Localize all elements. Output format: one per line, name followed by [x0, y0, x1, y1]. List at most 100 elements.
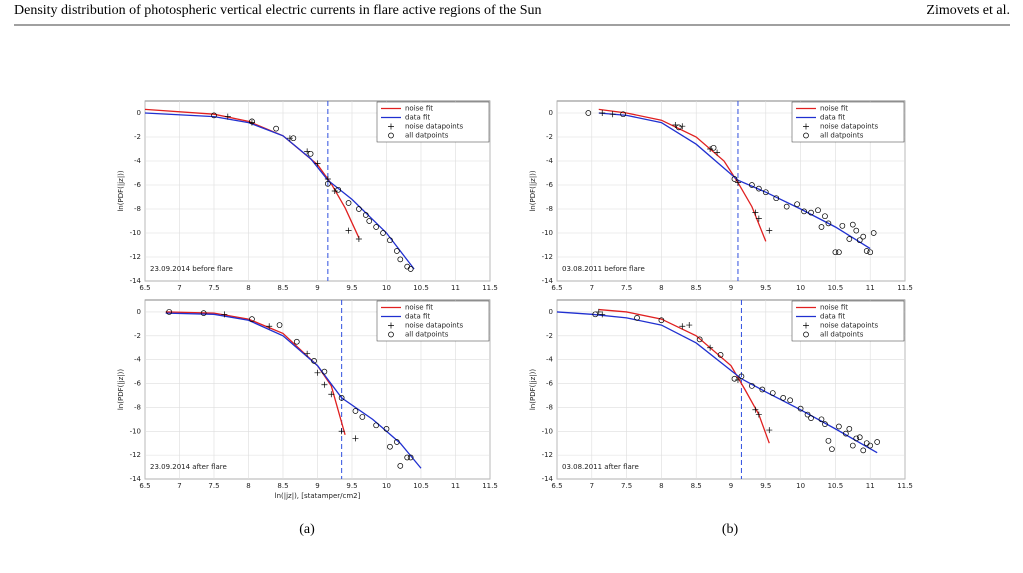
x-tick-label: 11.5	[897, 284, 913, 292]
caption: (a)	[299, 522, 315, 537]
data-point	[307, 150, 314, 157]
x-tick-label: 11.5	[482, 482, 498, 490]
data-point	[759, 386, 766, 393]
data-point	[797, 405, 804, 412]
data-point	[794, 201, 800, 208]
noise-point	[304, 350, 311, 357]
data-point	[585, 110, 592, 116]
x-tick-label: 10.5	[828, 482, 844, 490]
noise-point	[338, 428, 345, 435]
legend-label: all datpoints	[820, 132, 864, 140]
x-tick-label: 8	[659, 284, 663, 292]
legend-label: noise datapoints	[405, 123, 463, 131]
y-tick-label: -4	[546, 356, 554, 364]
noise-point	[686, 322, 693, 329]
data-point	[822, 213, 828, 220]
data-point	[853, 435, 860, 442]
legend-label: noise fit	[820, 304, 848, 312]
x-tick-label: 9.5	[346, 482, 357, 490]
data-point	[407, 266, 414, 272]
x-tick-label: 11.5	[897, 482, 913, 490]
data-point	[804, 411, 811, 418]
noise-point	[734, 376, 741, 383]
data-point	[863, 248, 870, 254]
data-point	[860, 233, 867, 240]
x-tick-label: 8.5	[691, 482, 702, 490]
data-point	[658, 317, 665, 324]
data-point	[166, 309, 172, 315]
noise-point	[352, 435, 359, 442]
fit-line	[165, 311, 346, 436]
data-point	[867, 249, 874, 256]
x-tick-label: 10.5	[413, 482, 429, 490]
y-tick-label: -10	[542, 229, 553, 237]
x-tick-label: 8.5	[691, 284, 702, 292]
y-tick-label: -12	[130, 451, 141, 459]
noise-point	[286, 135, 293, 142]
data-point	[373, 224, 379, 230]
x-tick-label: 6.5	[139, 284, 150, 292]
data-point	[836, 249, 842, 256]
fit-line	[598, 308, 770, 444]
data-point	[345, 200, 352, 206]
noise-point	[707, 344, 714, 351]
data-point	[829, 446, 835, 453]
x-tick-label: 7	[590, 482, 594, 490]
data-point	[825, 220, 832, 227]
noise-point	[314, 160, 321, 167]
x-tick-label: 11	[451, 482, 460, 490]
data-point	[387, 443, 393, 450]
data-point	[352, 408, 359, 414]
y-tick-label: 0	[137, 109, 141, 117]
legend-swatch	[388, 132, 394, 139]
legend-swatch	[388, 322, 394, 329]
noise-point	[345, 227, 352, 234]
data-point	[839, 222, 846, 229]
y-tick-label: -14	[130, 475, 142, 483]
legend-label: noise datapoints	[820, 123, 878, 131]
noise-point	[266, 323, 273, 330]
data-point	[731, 176, 738, 182]
fit-line	[556, 311, 878, 454]
data-point	[397, 256, 404, 263]
data-point	[249, 316, 255, 322]
legend-swatch	[803, 132, 809, 139]
y-tick-label: -4	[546, 157, 554, 165]
data-point	[620, 111, 626, 118]
y-tick-label: 0	[549, 109, 553, 117]
data-point	[394, 439, 400, 445]
noise-point	[679, 123, 686, 130]
y-tick-label: 0	[549, 308, 553, 316]
x-tick-label: 7	[177, 482, 181, 490]
legend-label: all datpoints	[820, 331, 864, 339]
data-point	[373, 422, 379, 429]
data-point	[404, 454, 411, 461]
y-tick-label: -8	[134, 403, 141, 411]
data-point	[874, 439, 881, 445]
running-title: Density distribution of photospheric ver…	[14, 3, 542, 18]
x-tick-label: 9.5	[346, 284, 357, 292]
data-point	[311, 358, 317, 364]
noise-point	[766, 427, 773, 434]
legend-box	[791, 300, 905, 342]
data-point	[380, 230, 386, 236]
y-tick-label: -14	[130, 277, 142, 285]
noise-point	[752, 406, 759, 413]
data-point	[780, 395, 787, 401]
data-point	[397, 463, 404, 469]
data-point	[860, 447, 867, 454]
x-tick-label: 11	[451, 284, 460, 292]
noise-point	[221, 311, 228, 318]
x-tick-label: 7.5	[621, 482, 632, 490]
y-tick-label: -2	[134, 133, 141, 141]
y-axis-label: ln(PDF(|jz|))	[117, 170, 125, 212]
data-point	[849, 442, 856, 449]
noise-point	[599, 110, 606, 116]
y-tick-label: -12	[130, 253, 141, 261]
data-point	[359, 414, 366, 420]
x-tick-label: 8	[246, 482, 250, 490]
x-tick-label: 7.5	[621, 284, 632, 292]
noise-point	[766, 227, 773, 234]
y-tick-label: -10	[542, 427, 553, 435]
legend-label: noise datapoints	[405, 322, 463, 330]
